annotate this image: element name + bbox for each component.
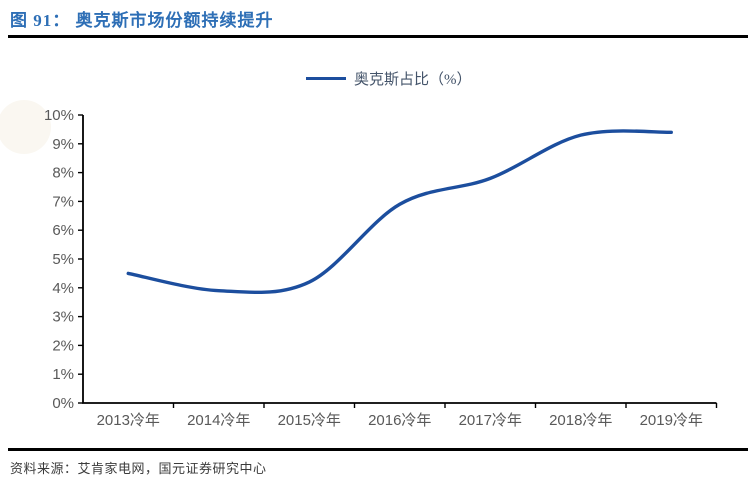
y-tick-label: 6% [52,222,74,239]
y-tick-label: 0% [52,395,74,412]
chart-legend: 奥克斯占比（%） [306,68,472,89]
x-tick-label: 2018冷年 [549,412,612,429]
x-tick-label: 2019冷年 [640,412,703,429]
y-tick-label: 2% [52,337,74,354]
x-tick-label: 2014冷年 [187,412,250,429]
y-tick-label: 9% [52,136,74,153]
x-tick-label: 2015冷年 [278,412,341,429]
legend-line-swatch [306,76,346,81]
y-tick-label: 1% [52,366,74,383]
series-line-aux-share [126,129,673,295]
x-tick-label: 2016冷年 [368,412,431,429]
x-tick-label: 2013冷年 [97,412,160,429]
figure-title: 图 91： 奥克斯市场份额持续提升 [10,11,274,30]
y-tick-label: 4% [52,280,74,297]
y-tick-label: 10% [44,107,74,124]
watermark-circle [0,100,51,154]
axis [82,115,717,404]
legend-label: 奥克斯占比（%） [354,72,472,88]
y-tick-label: 3% [52,309,74,326]
x-tick-label: 2017冷年 [459,412,522,429]
y-tick-label: 5% [52,251,74,268]
title-divider-rule [8,35,748,38]
footer-divider-rule [8,448,748,451]
source-note: 资料来源：艾肯家电网，国元证券研究中心 [10,461,267,476]
y-tick-label: 7% [52,193,74,210]
y-tick-label: 8% [52,165,74,182]
